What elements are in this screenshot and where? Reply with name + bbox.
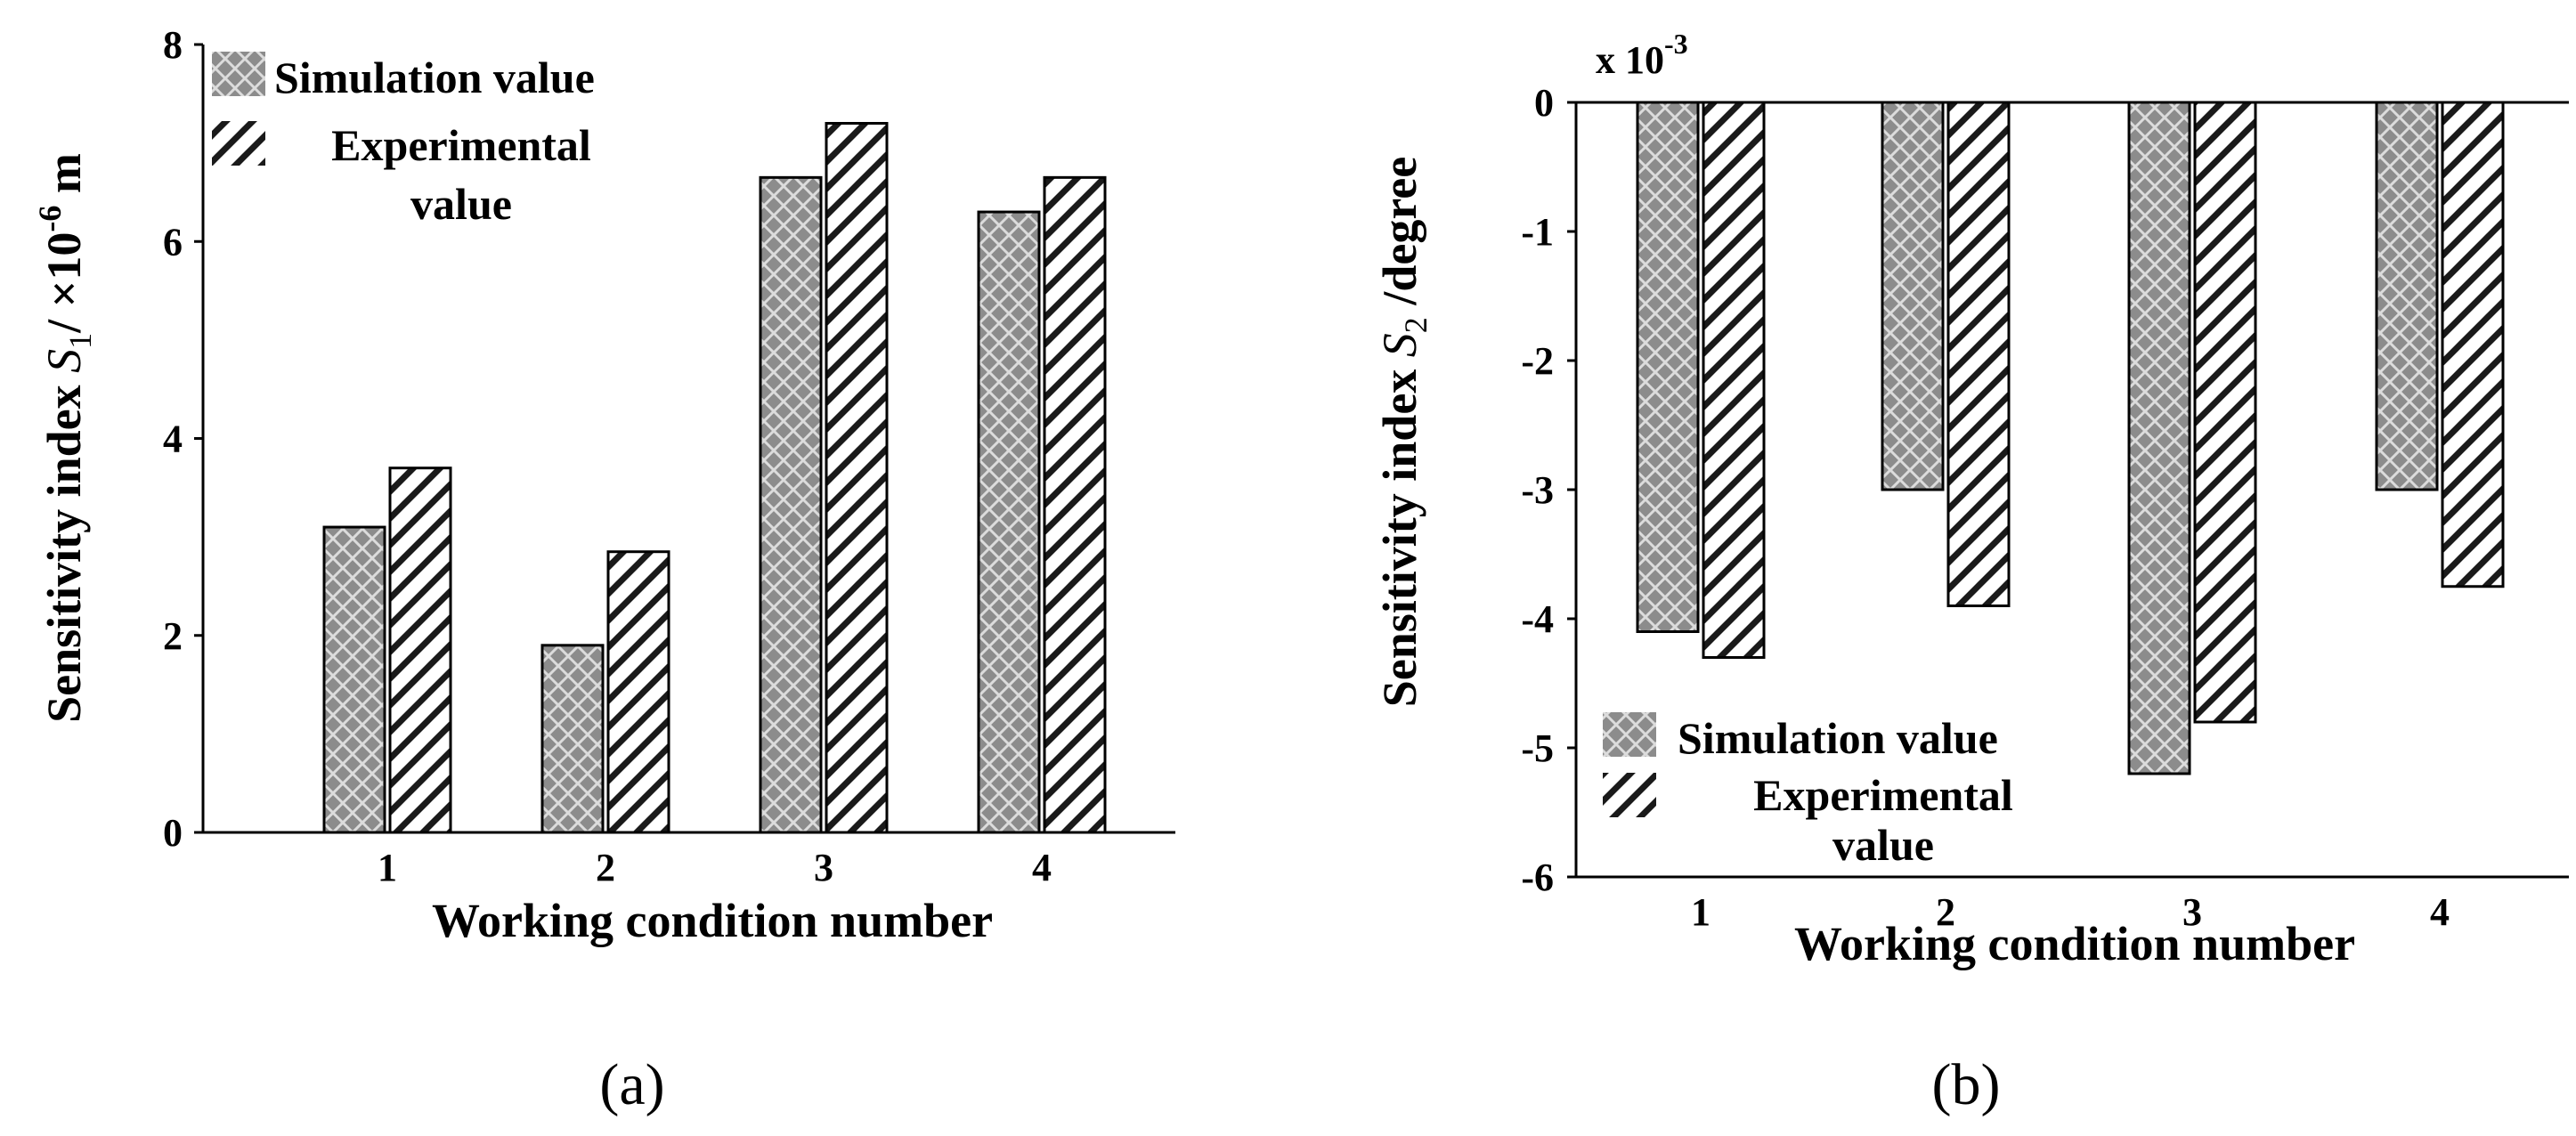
panel-a-y-title-prefix: Sensitivity index: [37, 373, 91, 723]
panel-b-legend: Simulation value Experimental value: [1603, 712, 2013, 870]
panel-a-y-title-symbol: S: [37, 349, 91, 373]
panel-b-bar-experimental-1: [1702, 101, 1766, 659]
panel-a-y-tick: 2: [163, 614, 183, 658]
panel-b-bars: [1636, 101, 2505, 775]
caption-b: (b): [1932, 1052, 2001, 1117]
panel-a: 0 2 4 6 8 1 2 3 4 Working condition number Sens…: [32, 23, 1175, 1117]
panel-a-y-title-sup: -6: [32, 206, 68, 232]
panel-a-y-tick: 4: [163, 418, 183, 461]
panel-a-y-tick-labels: 0 2 4 6 8: [163, 23, 203, 855]
panel-a-x-tick: 2: [596, 846, 615, 889]
panel-b-legend-value: value: [1832, 820, 1934, 870]
panel-b-bar-experimental-4: [2441, 101, 2505, 588]
panel-a-legend-simulation: Simulation value: [274, 53, 595, 102]
panel-b-scale-base: x 10: [1596, 38, 1664, 82]
panel-a-x-tick: 1: [378, 846, 397, 889]
panel-b-x-tick: 3: [2182, 890, 2202, 934]
panel-b-x-axis-title: Working condition number: [1794, 917, 2355, 970]
panel-b-x-tick: 1: [1691, 890, 1711, 934]
panel-a-x-tick-labels: 1 2 3 4: [378, 846, 1052, 889]
panel-a-bar-simulation-4: [977, 210, 1041, 834]
panel-a-y-title-unit: m: [37, 153, 91, 206]
panel-b-y-title-suffix: /degree: [1373, 157, 1426, 317]
panel-b-legend-experimental: Experimental: [1753, 770, 2013, 820]
panel-a-legend-experimental: Experimental: [331, 120, 591, 170]
panel-a-y-tick: 0: [163, 811, 183, 855]
panel-b-bar-simulation-3: [2127, 101, 2191, 775]
panel-a-y-tick: 8: [163, 23, 183, 67]
panel-a-x-tick: 4: [1032, 846, 1052, 889]
panel-b-bar-simulation-4: [2375, 101, 2439, 491]
panel-b-y-axis-title: Sensitivity index S2 /degree: [1373, 157, 1434, 708]
panel-b-y-tick-labels: 0 -1 -2 -3 -4 -5 -6: [1521, 81, 1576, 899]
panel-b-y-tick: -4: [1521, 597, 1554, 641]
panel-a-legend-swatch-simulation: [212, 52, 265, 96]
panel-a-y-tick: 6: [163, 220, 183, 264]
panel-b-y-tick: -2: [1521, 339, 1554, 383]
panel-a-x-tick: 3: [814, 846, 833, 889]
panel-a-legend-swatch-experimental: [212, 121, 265, 166]
panel-a-bars: [322, 122, 1107, 834]
panel-b-y-tick: -3: [1521, 468, 1554, 512]
panel-a-bar-simulation-3: [759, 175, 823, 834]
panel-b-bar-experimental-3: [2193, 101, 2257, 724]
panel-a-bar-experimental-4: [1043, 175, 1107, 834]
panel-b-bar-experimental-2: [1946, 101, 2011, 607]
panel-a-legend-value: value: [410, 179, 512, 229]
panel-b-y-tick: -5: [1521, 726, 1554, 770]
panel-a-bar-experimental-2: [606, 550, 670, 834]
panel-b-y-title-sub: 2: [1398, 317, 1434, 333]
panel-a-bar-simulation-1: [322, 525, 386, 834]
panel-b-x-tick: 2: [1936, 890, 1955, 934]
panel-a-y-title-sub: 1: [62, 333, 98, 349]
panel-a-bar-experimental-3: [825, 122, 889, 834]
panel-b-y-title-symbol: S: [1373, 333, 1426, 357]
panel-b-legend-swatch-experimental: [1603, 773, 1656, 817]
panel-b-scale-exp: -3: [1664, 28, 1688, 60]
panel-b-bar-simulation-1: [1636, 101, 1700, 633]
panel-a-y-title-suffix: / ×10: [37, 232, 91, 334]
panel-b-bar-simulation-2: [1881, 101, 1945, 491]
panel-b-y-tick: 0: [1534, 81, 1554, 125]
panel-a-y-axis-title: Sensitivity index S1/ ×10-6 m: [32, 153, 98, 723]
panel-b-legend-simulation: Simulation value: [1678, 713, 1998, 763]
panel-a-bar-simulation-2: [540, 644, 605, 834]
panel-b-legend-swatch-simulation: [1603, 712, 1656, 757]
panel-b-x-tick-labels: 1 2 3 4: [1691, 890, 2450, 934]
caption-a: (a): [599, 1052, 664, 1117]
panel-b-y-tick: -6: [1521, 856, 1554, 899]
panel-b-y-title-prefix: Sensitivity index: [1373, 357, 1426, 707]
panel-a-legend: Simulation value Experimental value: [212, 52, 595, 229]
panel-a-bar-experimental-1: [388, 467, 452, 834]
panel-b-scale-label: x 10-3: [1596, 28, 1688, 82]
panel-a-x-axis-title: Working condition number: [432, 894, 993, 947]
panel-b-x-tick: 4: [2430, 890, 2450, 934]
panel-b-y-tick: -1: [1521, 210, 1554, 254]
